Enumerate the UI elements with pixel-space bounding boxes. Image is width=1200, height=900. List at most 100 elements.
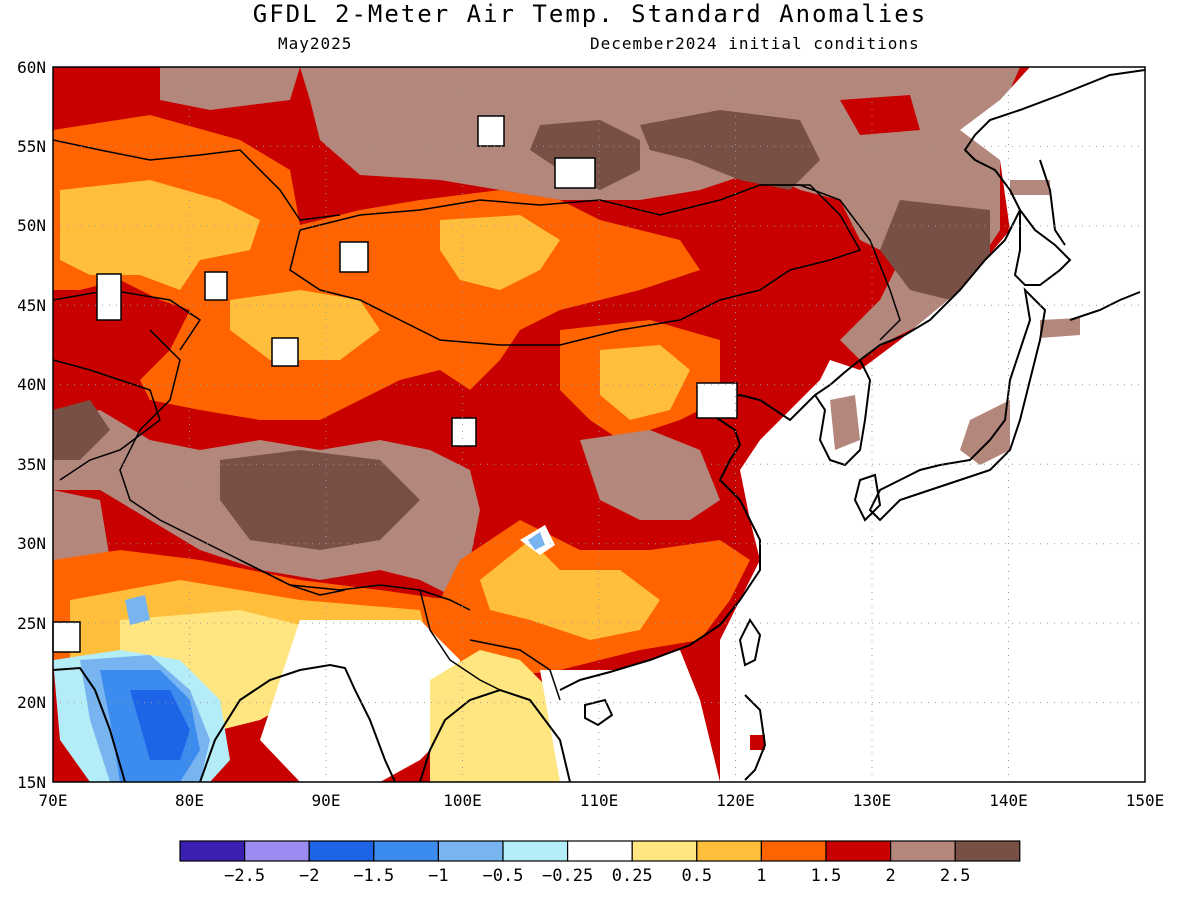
coastline-east-asia — [559, 69, 1145, 691]
colorbar-label: −0.25 — [542, 866, 593, 886]
lat-tick-25: 25N — [17, 614, 46, 633]
lake-khanka-block — [477, 115, 505, 147]
coastline-korea — [814, 359, 872, 467]
lake-baikal-block — [554, 157, 596, 189]
field-south-yellow — [480, 540, 660, 640]
lat-tick-50: 50N — [17, 216, 46, 235]
colorbar-label: −2 — [299, 866, 319, 886]
field-yellow-center — [440, 215, 560, 290]
lon-tick-80: 80E — [175, 791, 204, 810]
lon-tick-100: 100E — [443, 791, 482, 810]
colorbar-swatch — [308, 840, 375, 862]
lon-tick-130: 130E — [853, 791, 892, 810]
lake-balkhash-block — [271, 337, 299, 367]
map-frame — [52, 66, 1146, 783]
field-se-white — [540, 650, 720, 782]
border-russia-kazakhstan — [53, 139, 341, 221]
colorbar-swatch — [954, 840, 1021, 862]
colorbar-swatch — [631, 840, 698, 862]
colorbar-swatch — [696, 840, 762, 862]
lon-tick-150: 150E — [1126, 791, 1165, 810]
colorbar-swatch — [760, 840, 827, 862]
colorbar-label: 1 — [756, 866, 766, 886]
border-indochina — [469, 639, 561, 701]
lake-zaysan-block — [204, 271, 228, 301]
anomaly-field — [53, 67, 1145, 782]
lat-tick-20: 20N — [17, 693, 46, 712]
lon-axis: 70E 80E 90E 100E 110E 120E 130E 140E 150… — [39, 791, 1165, 810]
valid-month: May2025 — [278, 34, 353, 53]
field-west-brown — [160, 67, 300, 110]
lat-tick-40: 40N — [17, 375, 46, 394]
field-yellow-west — [60, 180, 260, 290]
coastline-luzon — [744, 694, 767, 781]
coast-gujarat-block — [52, 621, 81, 653]
colorbar-swatch — [437, 840, 504, 862]
border-myanmar — [419, 589, 501, 691]
lat-axis: 15N 20N 25N 30N 35N 40N 45N 50N 55N 60N — [17, 58, 46, 792]
field-sakhalin-brown — [1010, 180, 1050, 195]
field-ocean-white — [720, 67, 1145, 782]
field-north-dark — [530, 120, 640, 190]
coastline-sakhalin — [1039, 159, 1066, 246]
border-china-manchuria — [760, 184, 901, 341]
borders — [53, 139, 901, 701]
colorbar-label: 2.5 — [940, 866, 971, 886]
colorbar-swatch — [825, 840, 892, 862]
colorbar-label: −1 — [428, 866, 448, 886]
lat-tick-45: 45N — [17, 296, 46, 315]
colorbar-label: −2.5 — [224, 866, 265, 886]
coastline-hokkaido — [1013, 207, 1072, 286]
colorbar-swatch — [889, 840, 956, 862]
field-cold-core — [130, 690, 190, 760]
field-orange-west — [53, 115, 700, 420]
border-china-west — [119, 329, 471, 611]
colorbar-label: 2 — [885, 866, 895, 886]
colorbar-swatch — [373, 840, 439, 862]
border-nepal — [239, 559, 346, 596]
colorbar-label: 0.5 — [681, 866, 712, 886]
lat-tick-30: 30N — [17, 534, 46, 553]
lake-qinghai-block — [451, 417, 477, 447]
colorbar: −2.5 −2 −1.5 −1 −0.5 −0.25 0.25 0.5 1 1.5 2 2.5 — [179, 840, 1021, 886]
coastline-bay-bengal — [199, 663, 396, 782]
border-central-asia — [53, 359, 161, 481]
field-tibet-dark — [220, 450, 420, 550]
colorbar-label: 1.5 — [811, 866, 842, 886]
initial-conditions: December2024 initial conditions — [590, 34, 920, 53]
coastline-kyushu — [853, 473, 882, 522]
map-title: GFDL 2-Meter Air Temp. Standard Anomalie… — [252, 0, 928, 28]
field-yellow-center-2 — [230, 290, 380, 360]
field-hokkaido-brown — [1040, 318, 1080, 338]
colorbar-label: 0.25 — [612, 866, 653, 886]
lon-tick-140: 140E — [989, 791, 1028, 810]
lat-tick-35: 35N — [17, 455, 46, 474]
colorbar-label: −1.5 — [353, 866, 394, 886]
colorbar-swatch — [244, 840, 310, 862]
field-south-blue-spot — [528, 532, 545, 550]
border-mongolia — [289, 184, 862, 346]
lon-tick-120: 120E — [716, 791, 755, 810]
field-north-dark-2 — [640, 110, 820, 190]
colorbar-swatch — [502, 840, 569, 862]
lon-tick-110: 110E — [580, 791, 619, 810]
field-west-dark — [53, 400, 110, 460]
lake-aral-block — [96, 273, 122, 321]
coastline-india — [53, 666, 126, 782]
lon-tick-70: 70E — [39, 791, 68, 810]
lat-tick-60: 60N — [17, 58, 46, 77]
field-cold-spot — [125, 595, 150, 625]
lakes — [52, 115, 738, 653]
border-kazakh-south — [53, 289, 202, 351]
lat-tick-55: 55N — [17, 137, 46, 156]
colorbar-swatch — [566, 840, 633, 862]
coastline-hainan — [584, 698, 614, 727]
field-north-red — [840, 95, 920, 135]
field-yellow-east — [600, 345, 690, 420]
field-ne-dark — [880, 200, 990, 300]
gridlines — [53, 67, 1145, 782]
colorbar-label: −0.5 — [483, 866, 524, 886]
field-korea-brown — [830, 395, 860, 450]
lake-issyk-block — [339, 241, 369, 273]
